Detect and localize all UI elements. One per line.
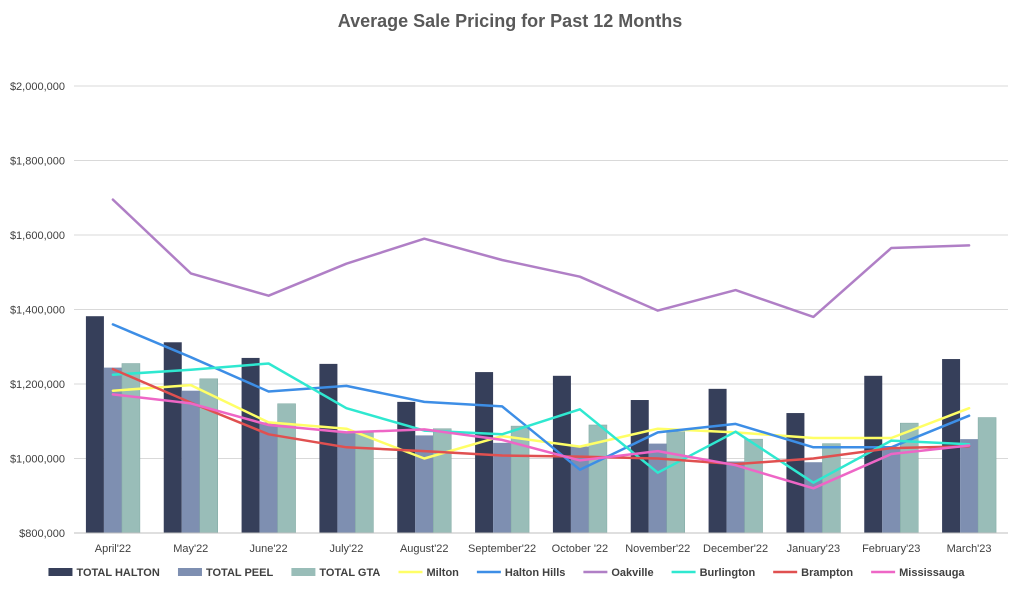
line-oakville (111, 198, 971, 319)
bar-total-peel (960, 439, 979, 533)
legend-label: Brampton (801, 567, 853, 579)
bar-series-group (85, 316, 997, 534)
chart-title: Average Sale Pricing for Past 12 Months (338, 11, 682, 31)
legend-label: Milton (427, 567, 460, 579)
bar-total-halton (397, 401, 416, 533)
bar-total-gta (433, 428, 452, 534)
bar-total-halton (85, 316, 104, 533)
bar-total-halton (786, 413, 805, 533)
bar-total-gta (666, 431, 685, 534)
line-milton (111, 383, 971, 460)
legend-label: Mississauga (899, 567, 965, 579)
line-mississauga (111, 393, 971, 490)
bar-total-halton (475, 372, 494, 533)
y-tick-label: $1,800,000 (10, 156, 65, 168)
bar-total-peel (103, 367, 122, 533)
bar-total-gta (744, 438, 763, 534)
bar-total-halton (241, 357, 260, 533)
legend-swatch-total-halton (48, 568, 73, 576)
line-brampton (111, 367, 971, 466)
line-burlington (111, 362, 971, 484)
x-tick-label: December'22 (703, 543, 768, 555)
legend-label: TOTAL GTA (319, 567, 380, 579)
bar-total-peel (804, 462, 823, 533)
legend-swatch-total-peel (177, 568, 202, 576)
x-tick-label: September'22 (468, 543, 536, 555)
x-tick-label: August'22 (400, 543, 449, 555)
legend-label: Halton Hills (505, 567, 566, 579)
y-tick-label: $1,200,000 (10, 379, 65, 391)
bar-total-peel (493, 442, 512, 533)
x-tick-label: November'22 (625, 543, 690, 555)
bar-total-halton (163, 342, 182, 533)
x-tick-label: October '22 (552, 543, 609, 555)
x-tick-label: April'22 (95, 543, 131, 555)
line-series-group (111, 198, 971, 490)
bar-total-peel (259, 422, 278, 533)
bar-total-gta (199, 378, 218, 534)
bar-total-peel (648, 443, 667, 533)
y-axis: $800,000 $1,000,000 $1,200,000 $1,400,000 $1… (10, 81, 65, 540)
x-tick-label: January'23 (787, 543, 840, 555)
y-tick-label: $1,400,000 (10, 305, 65, 317)
x-axis: April'22 May'22 June'22 July'22 August'22 Sep… (74, 532, 1008, 555)
x-tick-label: May'22 (173, 543, 208, 555)
bar-total-halton (319, 363, 338, 533)
y-tick-label: $800,000 (19, 528, 65, 540)
bar-total-halton (864, 375, 883, 533)
legend-label: Oakville (611, 567, 653, 579)
legend: TOTAL HALTON TOTAL PEEL TOTAL GTA Milton Hal… (48, 567, 965, 579)
legend-swatch-total-gta (291, 568, 316, 576)
legend-label: Burlington (700, 567, 756, 579)
y-tick-label: $2,000,000 (10, 81, 65, 93)
y-tick-label: $1,000,000 (10, 454, 65, 466)
bar-total-gta (977, 417, 997, 534)
bar-total-peel (882, 447, 901, 533)
x-tick-label: July'22 (329, 543, 363, 555)
bar-total-peel (415, 435, 434, 533)
gridlines (74, 85, 1008, 534)
bar-total-halton (630, 400, 649, 533)
bar-total-peel (181, 390, 200, 533)
x-tick-label: June'22 (249, 543, 287, 555)
legend-label: TOTAL HALTON (76, 567, 159, 579)
y-tick-label: $1,600,000 (10, 230, 65, 242)
line-halton-hills (111, 323, 971, 471)
bar-total-peel (337, 431, 356, 533)
x-tick-label: February'23 (862, 543, 920, 555)
x-tick-label: March'23 (947, 543, 992, 555)
legend-label: TOTAL PEEL (206, 567, 274, 579)
bar-total-peel (726, 461, 745, 533)
